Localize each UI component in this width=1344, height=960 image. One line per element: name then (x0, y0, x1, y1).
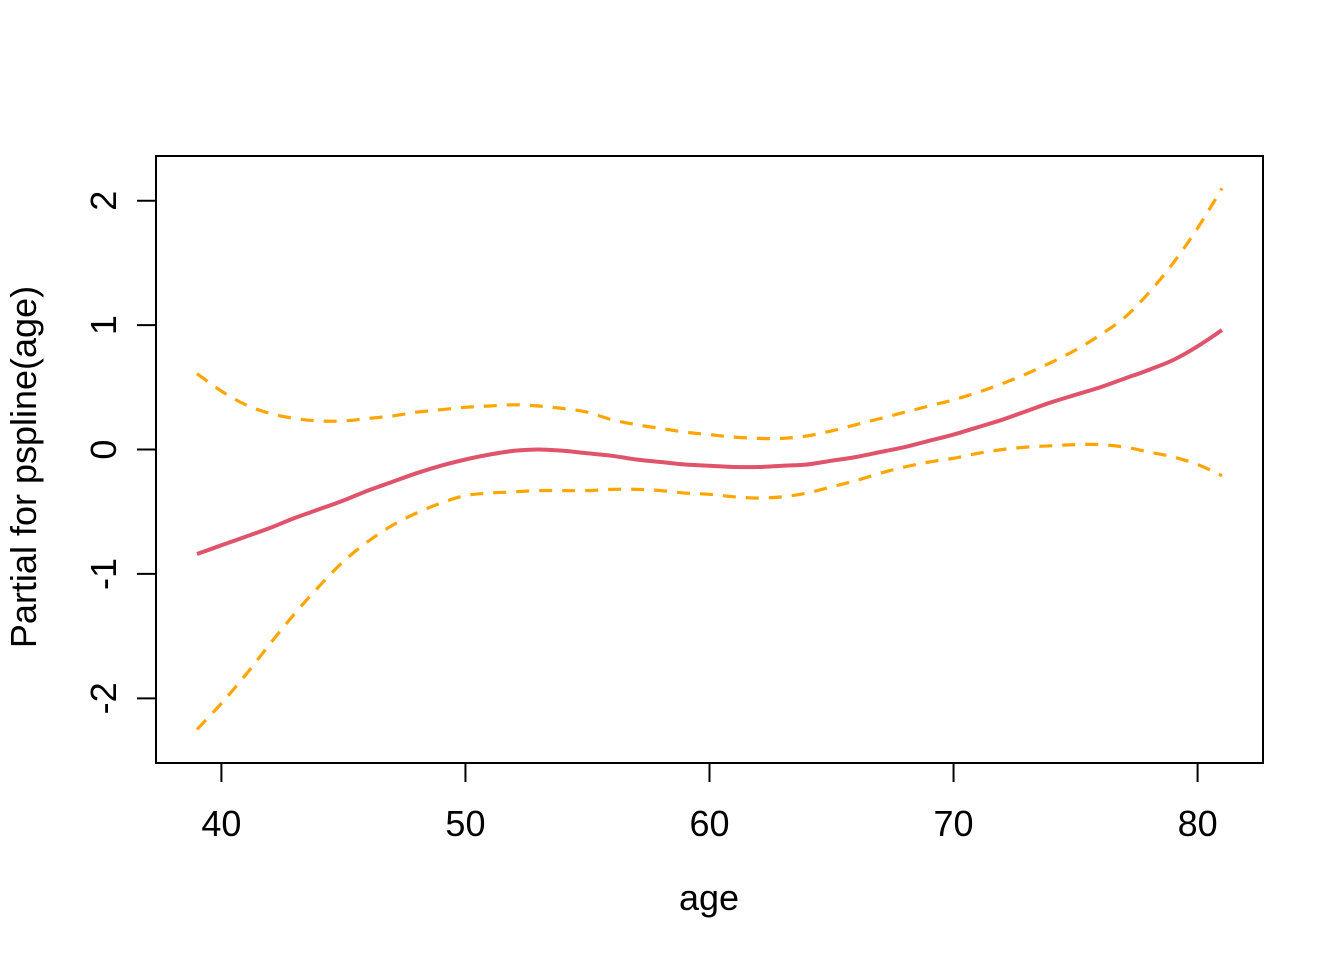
series-path-upper-confidence-band (196, 187, 1224, 441)
y-tick-label: -2 (83, 682, 124, 714)
y-tick-label: -1 (83, 558, 124, 590)
y-tick-label: 2 (83, 191, 124, 211)
x-tick-label: 80 (1178, 803, 1218, 844)
series-lines (195, 187, 1224, 731)
x-tick-label: 40 (201, 803, 241, 844)
x-tick-label: 50 (445, 803, 485, 844)
y-tick-label: 0 (83, 440, 124, 460)
series-path-lower-confidence-band (195, 442, 1223, 731)
y-tick-label: 1 (83, 315, 124, 335)
x-axis-label: age (679, 877, 739, 918)
series-path-spline-fit (196, 328, 1224, 556)
y-axis-ticks: -2 -1 0 1 2 (83, 191, 156, 714)
y-axis-label: Partial for pspline(age) (3, 286, 44, 648)
x-tick-label: 70 (934, 803, 974, 844)
x-tick-label: 60 (689, 803, 729, 844)
x-axis-ticks: 40 50 60 70 80 (201, 763, 1218, 844)
plot-box (155, 155, 1264, 764)
